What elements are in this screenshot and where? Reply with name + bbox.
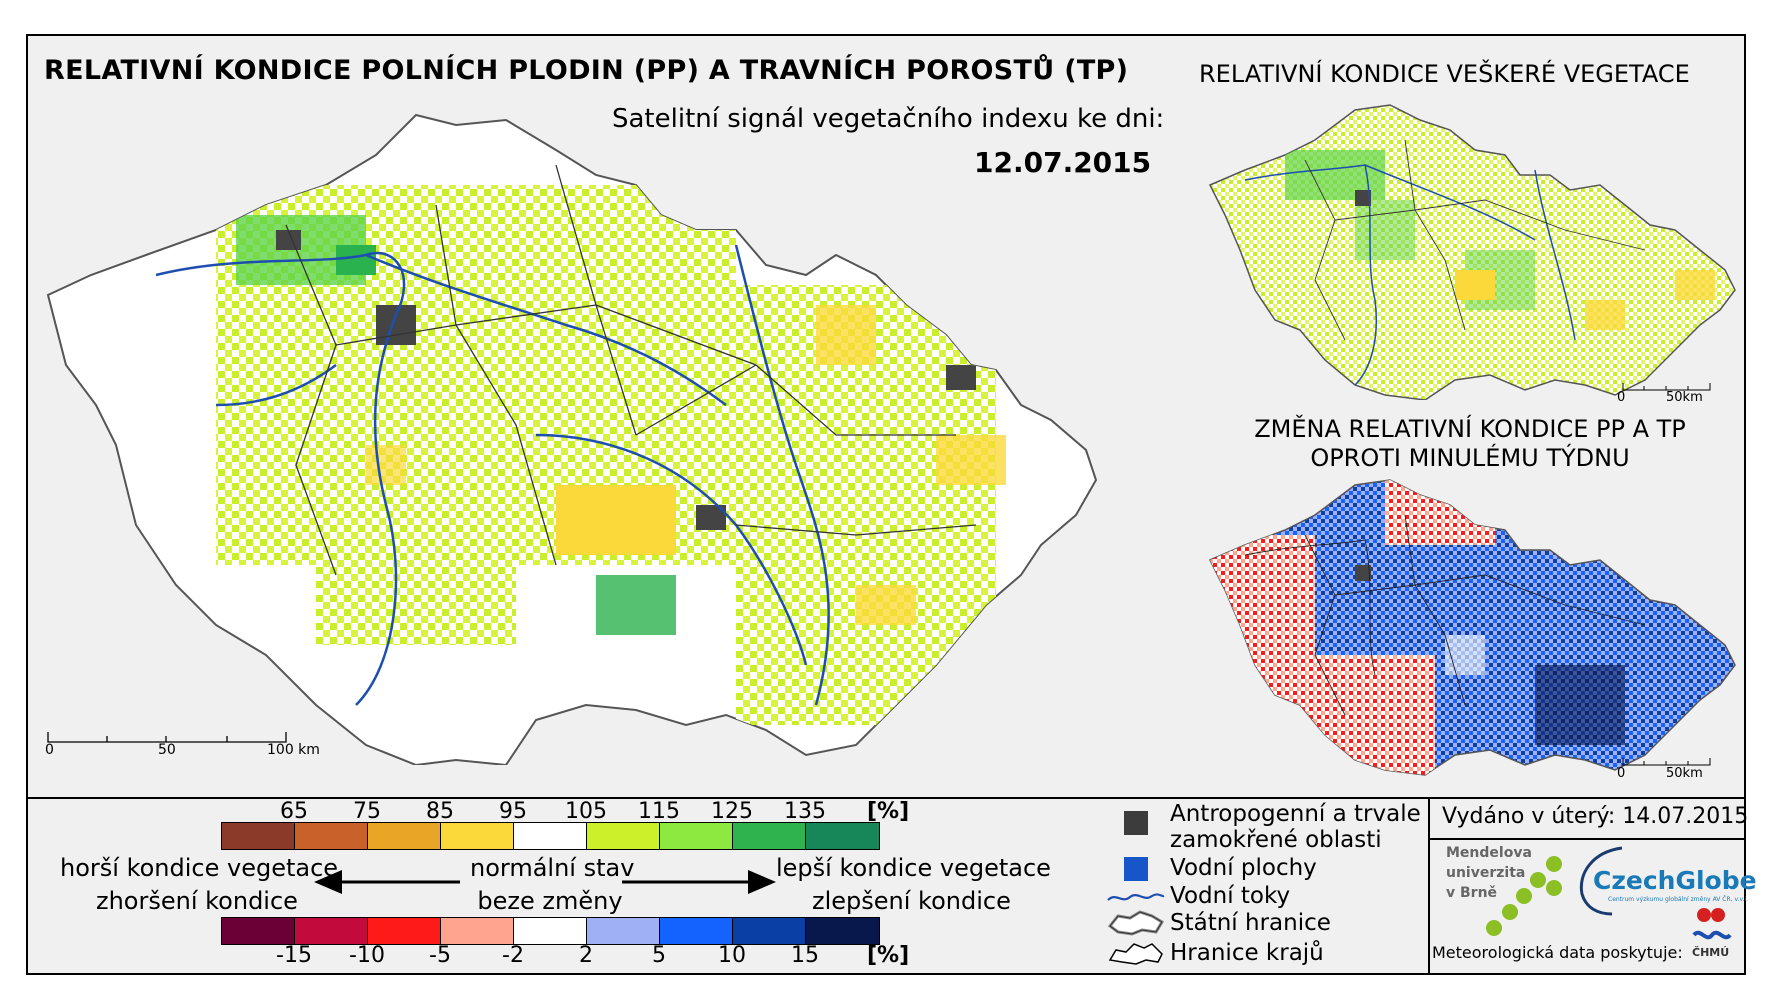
czechglobe-subtitle: Centrum výzkumu globální změny AV ČR, v.… [1608, 896, 1749, 903]
legend-bottom-swatch [733, 918, 806, 944]
legend-top-swatch [441, 823, 514, 849]
czechglobe-arc-icon [1579, 846, 1623, 916]
rivers-label: Vodní toky [1170, 883, 1291, 909]
legend-top-tick: 115 [638, 799, 680, 824]
state-border-label: Státní hranice [1170, 910, 1331, 936]
issued-date: Vydáno v úterý: 14.07.2015 [1442, 804, 1749, 829]
legend-bottom-tick: 10 [718, 943, 746, 968]
mendel-line1: Mendelova [1446, 845, 1532, 861]
legend-top-swatch [733, 823, 806, 849]
legend-top-swatch [295, 823, 368, 849]
legend-bottom-swatch [806, 918, 879, 944]
czechglobe-logo: CzechGlobe [1593, 866, 1757, 895]
legend-top-tick: 105 [565, 799, 607, 824]
legend-bottom-tick: -5 [429, 943, 451, 968]
river-symbol-icon [1107, 893, 1165, 901]
legend-top-swatch [660, 823, 733, 849]
normal-state-label: normální stav [470, 854, 635, 882]
anthropogenic-label-2: zamokřené oblasti [1170, 827, 1382, 853]
legend-bottom-swatch [368, 918, 441, 944]
change-title-line1: ZMĚNA RELATIVNÍ KONDICE PP A TP [1254, 415, 1686, 443]
chmu-logo-icon [1692, 908, 1732, 940]
credits-divider [1428, 797, 1430, 975]
mendel-line2: univerzita [1446, 865, 1526, 881]
legend-top-tick: 135 [784, 799, 826, 824]
arrow-left-icon [314, 870, 460, 894]
scale-main-0: 0 [45, 742, 54, 758]
legend-bottom-tick: -2 [502, 943, 524, 968]
change-scalebar [1622, 758, 1711, 766]
issued-divider [1428, 838, 1746, 840]
vegetation-map [1209, 104, 1736, 400]
legend-bottom-tick: -15 [276, 943, 312, 968]
legend-divider [26, 797, 1746, 799]
legend-bottom-tick: 15 [791, 943, 819, 968]
legend-bottom-swatch [222, 918, 295, 944]
better-condition-label: lepší kondice vegetace [776, 854, 1051, 882]
legend-bottom-tick: 5 [652, 943, 666, 968]
legend-top-swatch [222, 823, 295, 849]
legend-top-unit: [%] [867, 799, 910, 824]
scale-bottom-50: 50km [1666, 766, 1703, 781]
scale-top-0: 0 [1617, 390, 1626, 405]
vegetation-map-title: RELATIVNÍ KONDICE VEŠKERÉ VEGETACE [1199, 60, 1690, 88]
legend-top-swatch [368, 823, 441, 849]
anthropogenic-symbol [1124, 811, 1148, 835]
scale-top-50: 50km [1666, 390, 1703, 405]
legend-bottom-tick: -10 [349, 943, 385, 968]
mendel-logo-dots-icon [1486, 856, 1562, 936]
main-map [47, 114, 1097, 765]
legend-top-tick: 125 [711, 799, 753, 824]
region-border-symbol-icon [1108, 943, 1163, 965]
worse-change-label: zhoršení kondice [96, 887, 298, 915]
legend-top-tick: 75 [353, 799, 381, 824]
legend-top-colorbar [221, 822, 880, 850]
scale-main-50: 50 [158, 742, 176, 758]
legend-top-tick: 95 [499, 799, 527, 824]
legend-bottom-unit: [%] [867, 943, 910, 968]
region-border-label: Hranice krajů [1170, 940, 1324, 966]
better-change-label: zlepšení kondice [812, 887, 1011, 915]
no-change-label: beze změny [477, 887, 623, 915]
worse-condition-label: horší kondice vegetace [60, 854, 339, 882]
subtitle: Satelitní signál vegetačního indexu ke d… [612, 104, 1165, 134]
state-border-symbol-icon [1107, 910, 1165, 936]
main-scalebar [47, 732, 287, 743]
legend-bottom-swatch [660, 918, 733, 944]
legend-top-swatch [806, 823, 879, 849]
legend-top-tick: 85 [426, 799, 454, 824]
legend-top-swatch [514, 823, 587, 849]
legend-bottom-colorbar [221, 917, 880, 945]
anthropogenic-label-1: Antropogenní a trvale [1170, 801, 1421, 827]
legend-bottom-swatch [587, 918, 660, 944]
mendel-line3: v Brně [1446, 885, 1498, 901]
legend-top-swatch [587, 823, 660, 849]
arrow-right-icon [622, 870, 776, 894]
legend-bottom-swatch [295, 918, 368, 944]
legend-bottom-swatch [514, 918, 587, 944]
change-title-line2: OPROTI MINULÉMU TÝDNU [1310, 444, 1630, 472]
chmu-logo-text: ČHMÚ [1692, 946, 1730, 959]
legend-top-tick: 65 [280, 799, 308, 824]
change-map [1209, 479, 1736, 776]
water-areas-label: Vodní plochy [1170, 855, 1317, 881]
meteo-credit: Meteorologická data poskytuje: [1432, 943, 1683, 962]
water-area-symbol [1124, 857, 1148, 881]
main-title: RELATIVNÍ KONDICE POLNÍCH PLODIN (PP) A … [44, 55, 1129, 86]
change-map-title: ZMĚNA RELATIVNÍ KONDICE PP A TP OPROTI M… [1220, 415, 1720, 473]
mendel-logo-text: Mendelova univerzita v Brně [1446, 843, 1532, 903]
vegetation-scalebar [1622, 383, 1711, 391]
legend-bottom-tick: 2 [579, 943, 593, 968]
scale-bottom-0: 0 [1617, 766, 1626, 781]
date: 12.07.2015 [974, 146, 1152, 179]
legend-bottom-swatch [441, 918, 514, 944]
scale-main-100: 100 km [267, 742, 320, 758]
